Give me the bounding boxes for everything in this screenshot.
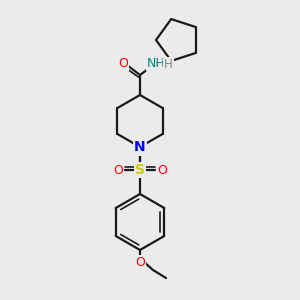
Text: S: S bbox=[135, 163, 145, 177]
Text: O: O bbox=[119, 57, 129, 70]
Text: N: N bbox=[134, 140, 146, 154]
Text: NH: NH bbox=[147, 57, 166, 70]
Text: N: N bbox=[134, 141, 146, 155]
Text: O: O bbox=[135, 256, 145, 268]
Text: O: O bbox=[113, 164, 123, 176]
Text: O: O bbox=[157, 164, 167, 176]
Text: H: H bbox=[164, 58, 173, 71]
